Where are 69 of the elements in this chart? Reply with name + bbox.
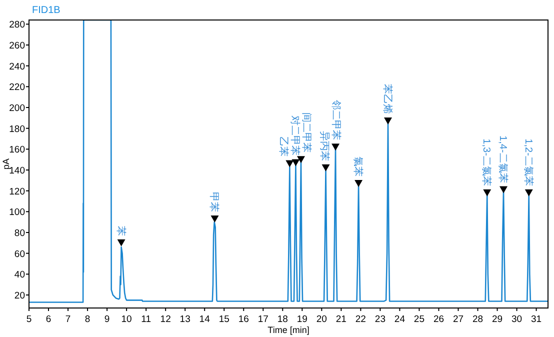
point (332, 144, 340, 151)
x-tick-label: 6 (46, 314, 52, 325)
annotation: 异丙苯 (318, 130, 330, 161)
annotation: 1,2-二氯苯 (522, 138, 534, 186)
x-tick-label: 19 (296, 314, 308, 325)
y-tick-label: 40 (14, 270, 25, 281)
annotation: 1,3-二氯苯 (480, 138, 493, 186)
point (354, 180, 363, 188)
y-tick-label: 80 (14, 228, 25, 239)
annotation: 氯苯 (352, 156, 364, 177)
x-tick-label: 22 (355, 314, 366, 325)
x-tick-label: 14 (199, 314, 210, 325)
chart-title: FID1B (32, 5, 61, 16)
y-tick-label: 180 (9, 124, 25, 135)
y-tick-label: 220 (9, 82, 25, 94)
y-tick-label: 60 (14, 248, 25, 260)
y-tick-label: 280 (9, 20, 25, 31)
annotation: 乙苯 (277, 136, 290, 157)
x-tick-label: 28 (472, 314, 484, 325)
annotation: 苯乙烯 (382, 84, 394, 114)
y-tick-label: 120 (9, 186, 25, 198)
annotation: 间二甲苯 (300, 112, 312, 153)
x-tick-label: 23 (374, 314, 386, 325)
x-tick-label: 31 (531, 314, 542, 325)
x-tick-label: 18 (277, 314, 288, 325)
x-tick-label: 5 (26, 314, 32, 325)
point (500, 186, 508, 194)
x-tick-label: 13 (180, 314, 190, 325)
y-tick-label: 240 (9, 61, 25, 72)
x-tick-label: 12 (160, 314, 171, 325)
x-tick-label: 11 (141, 314, 152, 325)
point (296, 156, 305, 164)
x-tick-label: 21 (336, 314, 346, 325)
point (292, 159, 300, 166)
annotation: 对二甲苯 (288, 116, 301, 156)
point (117, 239, 126, 246)
line-series (29, 20, 548, 303)
point (210, 215, 219, 222)
x-tick-label: 27 (452, 314, 464, 325)
x-tick-label: 26 (433, 314, 444, 325)
x-tick-label: 20 (316, 314, 327, 325)
point (483, 189, 492, 196)
point (384, 118, 392, 125)
point (286, 160, 294, 168)
x-tick-label: 10 (121, 314, 132, 325)
y-tick-label: 20 (14, 290, 25, 302)
y-tick-label: 160 (9, 144, 25, 156)
x-tick-label: 9 (104, 314, 110, 325)
annotation: 1,4-二氯苯 (497, 136, 510, 183)
x-tick-label: 25 (414, 314, 425, 325)
x-tick-label: 30 (511, 314, 522, 325)
y-axis-title: pA (1, 158, 11, 170)
annotation: 邻二甲苯 (330, 100, 342, 140)
y-tick-label: 140 (9, 165, 25, 176)
annotation: 甲苯 (208, 192, 220, 212)
x-tick-label: 17 (258, 314, 268, 325)
x-tick-label: 16 (238, 314, 249, 325)
y-tick-label: 100 (9, 207, 25, 218)
x-tick-label: 15 (218, 314, 230, 325)
y-tick-label: 260 (9, 40, 25, 52)
y-tick-label: 200 (9, 102, 25, 114)
x-tick-label: 29 (492, 314, 503, 325)
x-tick-label: 7 (65, 314, 71, 325)
x-axis-title: Time [min] (268, 325, 310, 335)
annotation: 苯 (114, 226, 127, 236)
x-tick-label: 24 (394, 314, 406, 325)
point (524, 189, 533, 196)
x-tick-label: 8 (84, 314, 90, 325)
point (322, 164, 330, 172)
